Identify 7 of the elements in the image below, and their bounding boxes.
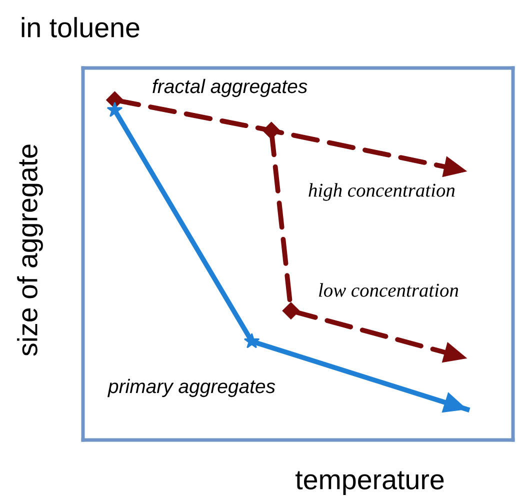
text: fractal aggregates	[152, 78, 308, 98]
annotation: high concentration	[308, 183, 455, 201]
chart-title: in toluene	[22, 17, 140, 38]
x-axis-title: temperature	[296, 471, 444, 495]
annotation: primary aggregates	[108, 378, 276, 398]
annotation: low concentration	[319, 283, 458, 297]
y-axis-title: size of aggregate	[17, 144, 43, 356]
